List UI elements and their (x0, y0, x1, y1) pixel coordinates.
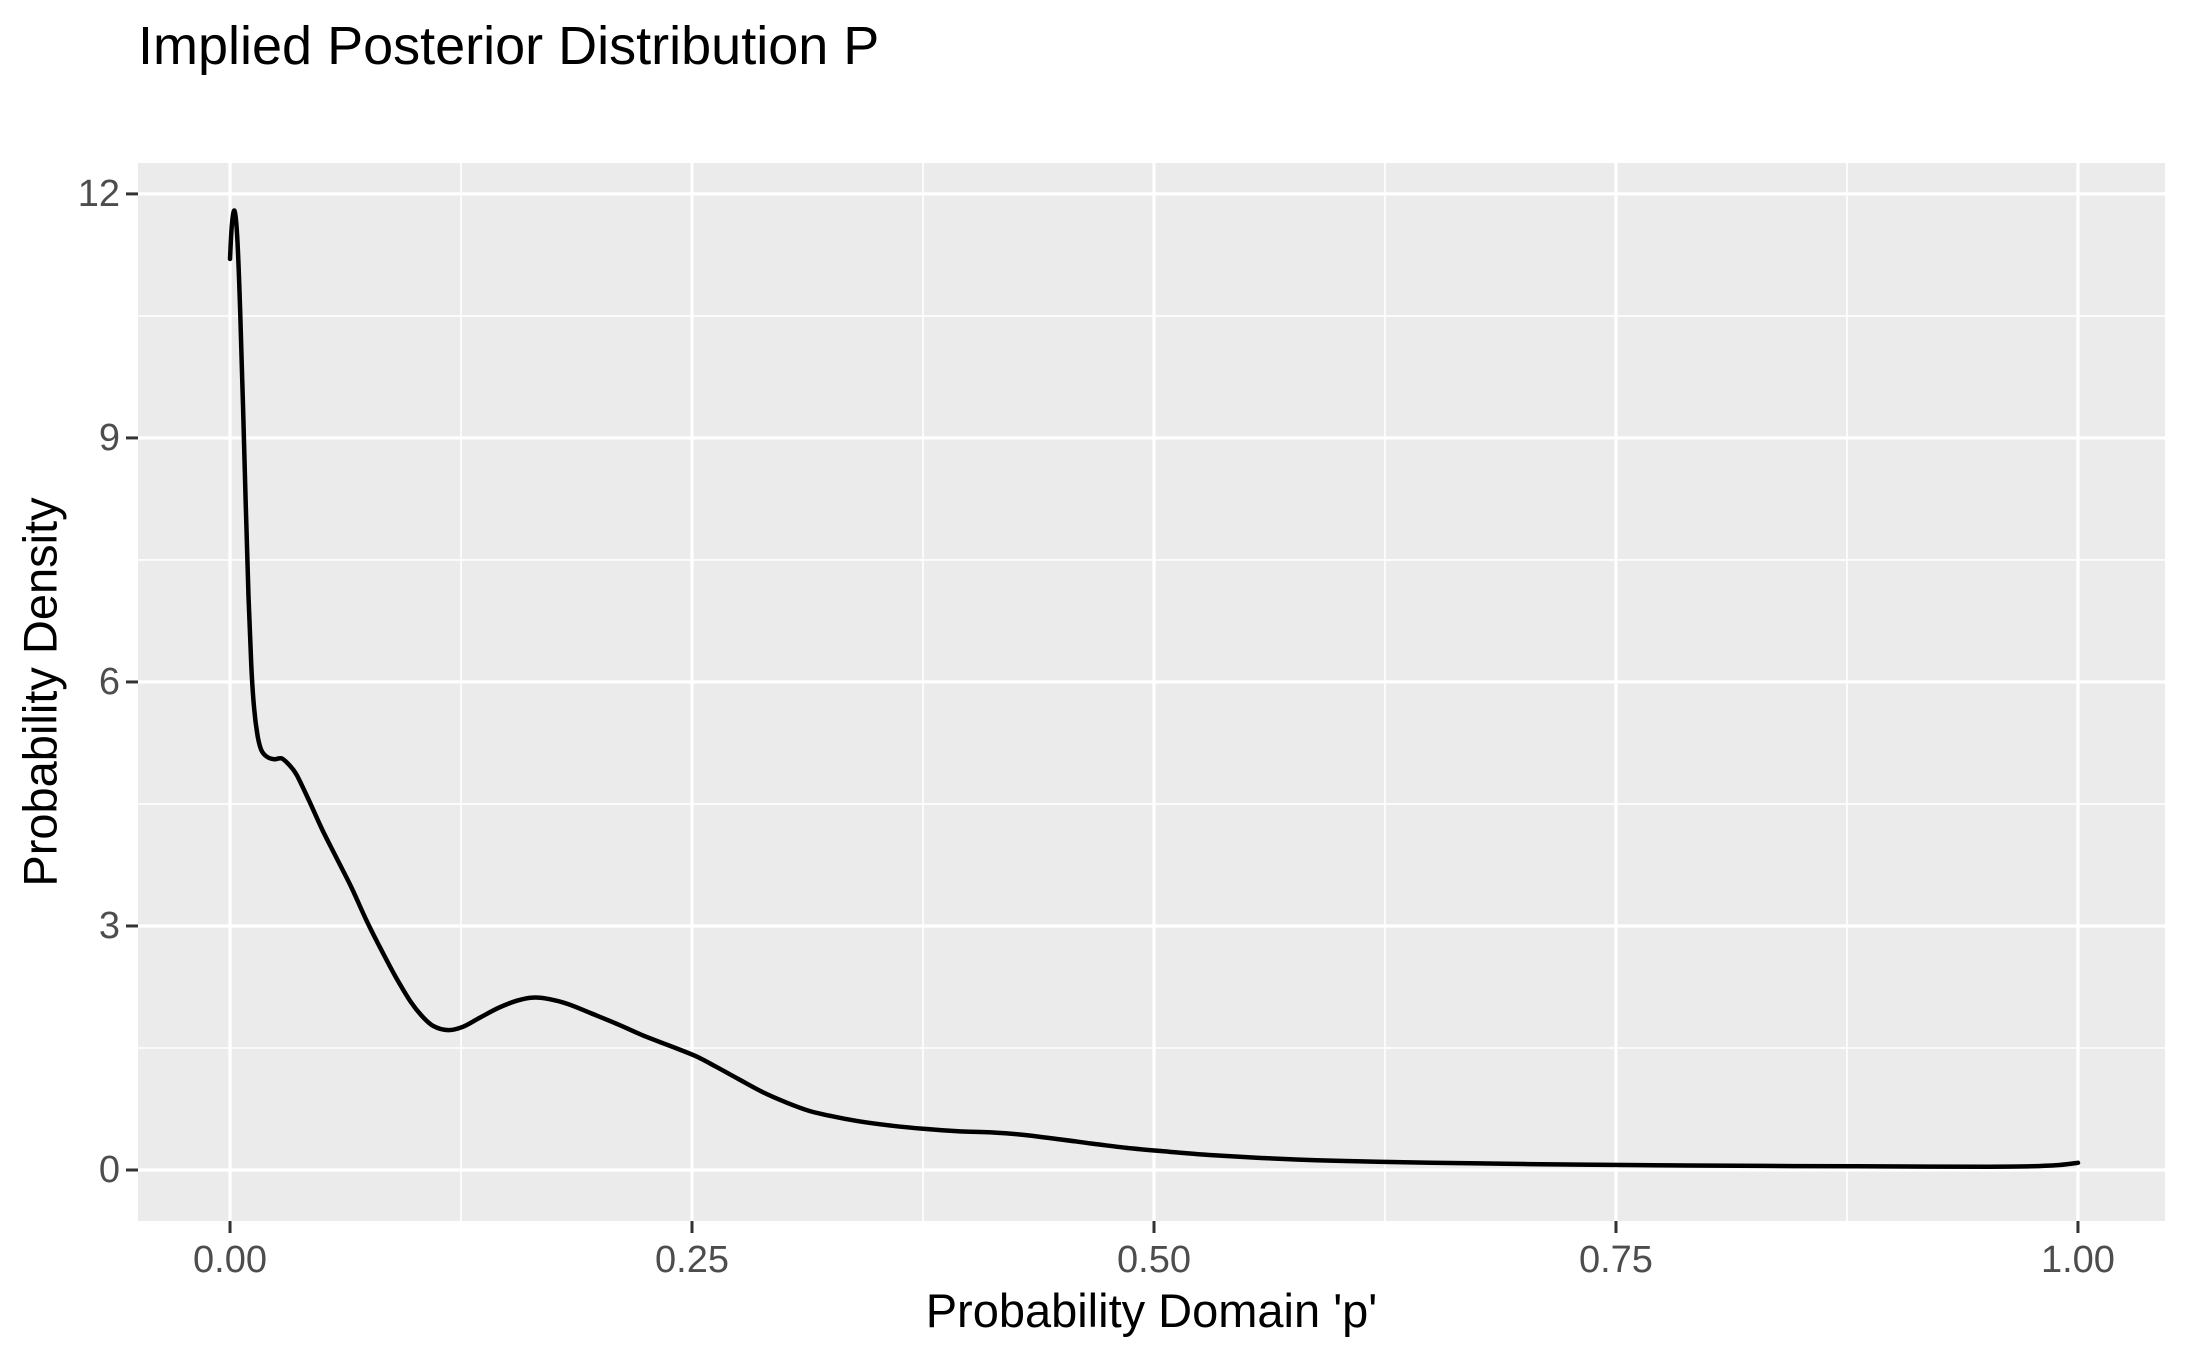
x-tick-label: 1.00 (2040, 1239, 2115, 1281)
plot-panel (138, 163, 2165, 1221)
x-axis-title-text: Probability Domain 'p' (925, 1284, 1378, 1337)
x-axis-title: Probability Domain 'p' (0, 1283, 2187, 1338)
y-tick-label: 12 (77, 172, 120, 215)
y-tick-label: 3 (98, 904, 120, 947)
density-curve (227, 208, 2081, 1169)
y-tick-label: 6 (98, 660, 120, 703)
plot-title: Implied Posterior Distribution P (138, 16, 880, 76)
x-tick-label: 0.75 (1578, 1239, 1653, 1281)
x-tick-label: 0.25 (655, 1239, 729, 1281)
x-tick-label: 0.50 (1117, 1239, 1191, 1281)
x-tick-label: 0.00 (193, 1239, 267, 1281)
y-tick-label: 0 (98, 1148, 120, 1191)
y-tick-label: 9 (98, 416, 120, 459)
